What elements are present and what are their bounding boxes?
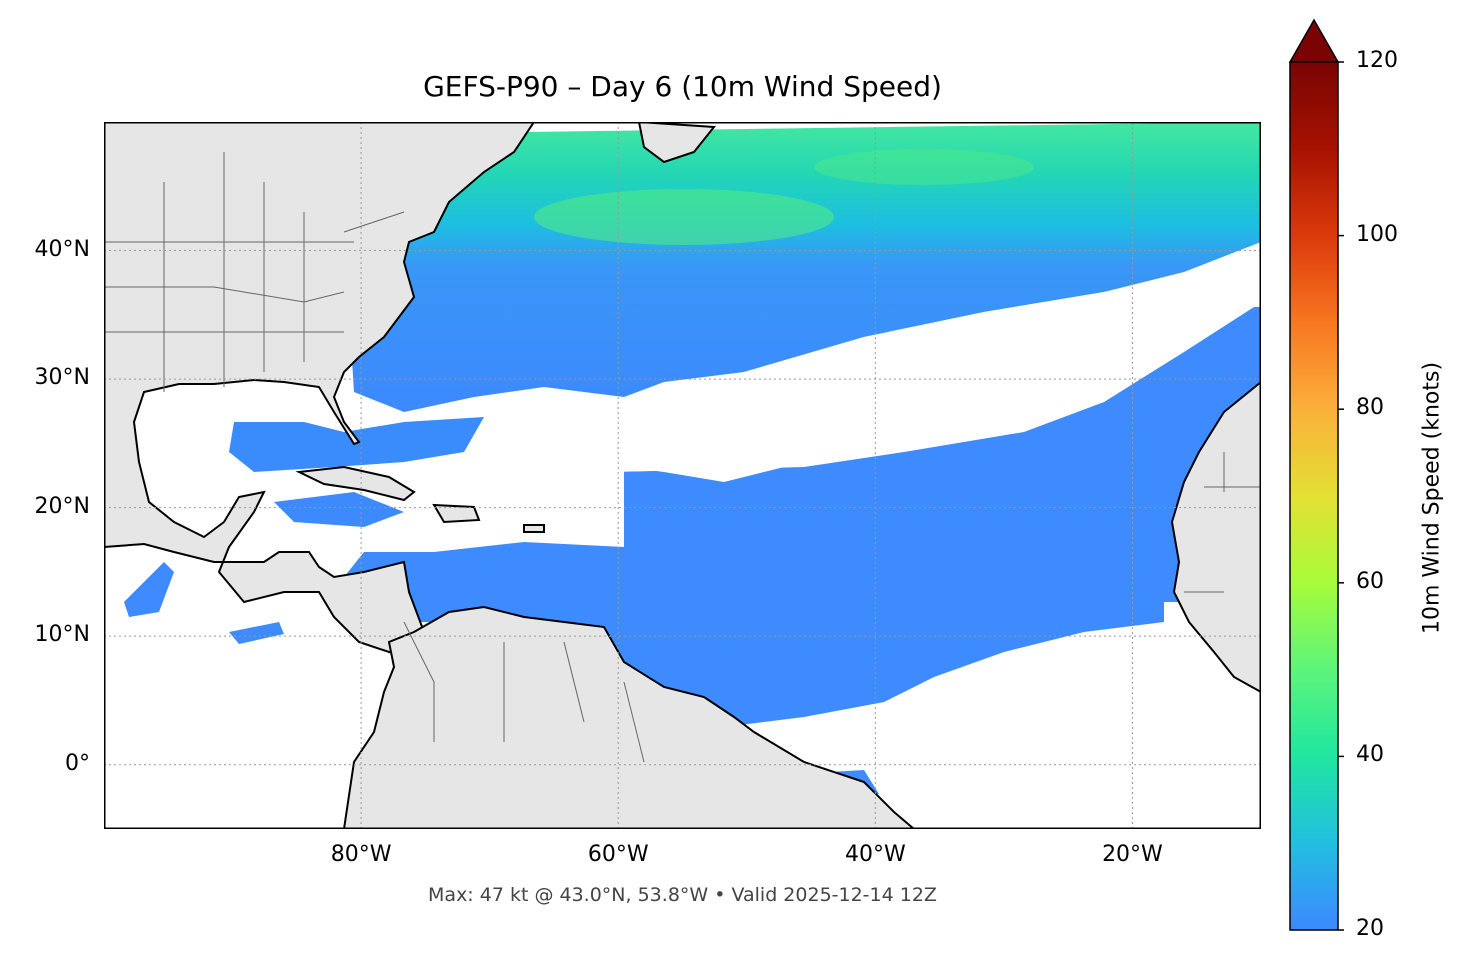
lat-tick-label: 40°N	[34, 236, 90, 262]
lat-tick-label: 10°N	[34, 622, 90, 648]
colorbar-tick-label: 60	[1356, 568, 1384, 594]
africa	[1170, 380, 1261, 694]
colorbar-tick-label: 40	[1356, 742, 1384, 768]
wind-speed-map	[104, 122, 1261, 829]
puerto-rico	[523, 524, 545, 533]
newfoundland	[637, 122, 716, 164]
colorbar-tick-label: 100	[1356, 221, 1398, 247]
north-america	[104, 122, 536, 659]
lat-tick-label: 0°	[65, 750, 90, 776]
colorbar-gradient	[1289, 61, 1339, 931]
colorbar-label: 10m Wind Speed (knots)	[1419, 361, 1445, 635]
land	[104, 122, 1261, 829]
max-wind-footer: Max: 47 kt @ 43.0°N, 53.8°W • Valid 2025…	[428, 884, 937, 906]
hispaniola	[432, 503, 481, 524]
lon-tick-label: 80°W	[330, 842, 392, 867]
lat-tick-label: 30°N	[34, 365, 90, 391]
south-america	[342, 605, 916, 829]
lat-tick-label: 20°N	[34, 493, 90, 519]
colorbar-tick-label: 80	[1356, 395, 1384, 421]
colorbar-tick-label: 120	[1356, 48, 1398, 73]
borders	[104, 152, 1261, 763]
wind-max-core	[534, 189, 834, 245]
map-title: GEFS-P90 – Day 6 (10m Wind Speed)	[423, 70, 942, 103]
lon-tick-label: 60°W	[587, 842, 649, 867]
colorbar-tick-label: 20	[1356, 916, 1384, 941]
wind-field	[124, 122, 1261, 798]
cuba	[295, 465, 416, 502]
colorbar-extend-arrow	[1288, 18, 1340, 63]
lon-tick-label: 20°W	[1102, 842, 1163, 867]
colorbar	[1288, 18, 1344, 931]
map-frame	[104, 122, 1261, 829]
lon-tick-label: 40°W	[844, 842, 906, 867]
